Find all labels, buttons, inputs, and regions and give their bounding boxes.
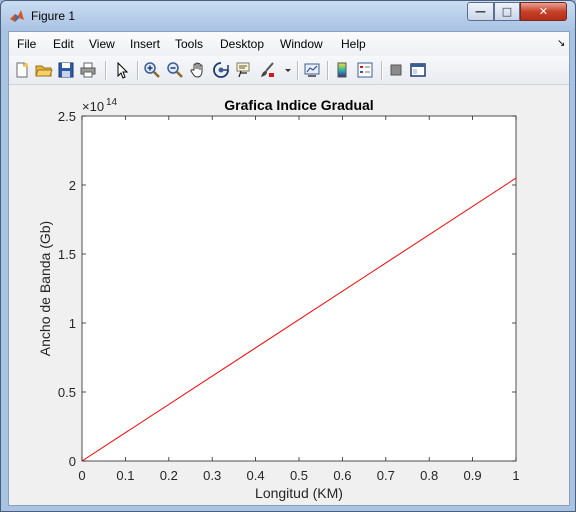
minimize-icon: — [475,5,486,18]
data-cursor-button[interactable] [235,61,253,79]
hide-plot-tools-button[interactable] [387,61,405,79]
open-file-button[interactable] [35,61,53,79]
minimize-button[interactable]: — [467,2,494,21]
window-title: Figure 1 [31,9,76,23]
menu-file[interactable]: File [17,37,37,51]
x-tick-label: 0 [78,468,85,483]
maximize-button[interactable]: □ [494,2,520,21]
dock-arrow-icon[interactable]: ↘ [557,38,566,49]
data-cursor-icon [236,62,250,78]
y-tick-label: 2 [69,178,76,193]
axes-box[interactable] [81,115,517,462]
x-tick-label: 0.4 [247,468,265,483]
x-tick-label: 0.9 [464,468,482,483]
folder-open-icon [35,65,53,77]
printer-icon [80,62,96,78]
close-button[interactable]: ✕ [520,2,567,21]
x-tick-label: 0.7 [377,468,395,483]
pan-button[interactable] [189,61,207,79]
brush-button[interactable] [258,61,276,79]
legend-icon [357,62,373,78]
close-icon: ✕ [538,5,549,18]
save-button[interactable] [57,61,75,79]
toolbar-separator [137,61,139,80]
link-plot-button[interactable] [303,61,321,79]
zoom-out-button[interactable] [166,61,184,79]
menu-edit[interactable]: Edit [53,37,74,51]
x-tick-label: 0.5 [290,468,308,483]
x-tick-label: 0.2 [160,468,178,483]
toolbar-separator [327,61,329,80]
plot-title: Grafica Indice Gradual [224,97,373,113]
figure-canvas[interactable]: 0 0.1 0.2 0.3 0.4 0.5 0.6 0.7 0.8 0.9 1 0 0.5 1 1.5 2 2.… [9,85,569,505]
matlab-icon [10,10,24,22]
show-plot-tools-button[interactable] [409,61,427,79]
y-exponent-power: 14 [106,97,118,108]
figure-client: File Edit View Insert Tools Desktop Wind… [8,31,570,506]
rotate-3d-icon [213,62,229,78]
insert-colorbar-button[interactable] [333,61,351,79]
x-axis-label: Longitud (KM) [255,485,343,501]
rotate-3d-button[interactable] [212,61,230,79]
toolbar-separator [297,61,299,80]
menu-tools[interactable]: Tools [175,37,204,51]
y-tick-label: 0.5 [58,385,76,400]
menu-view[interactable]: View [89,37,115,51]
x-tick-label: 0.1 [116,468,134,483]
hide-plot-tools-icon [390,64,402,76]
print-button[interactable] [79,61,97,79]
menu-desktop[interactable]: Desktop [220,37,265,51]
x-tick-label: 0.8 [420,468,438,483]
menu-bar: File Edit View Insert Tools Desktop Wind… [9,32,569,56]
new-figure-button[interactable] [13,61,31,79]
edit-plot-button[interactable] [113,61,131,79]
y-tick-label: 1 [69,316,76,331]
show-plot-tools-icon [410,63,426,77]
toolbar-separator [381,61,383,80]
new-file-icon [16,62,28,78]
dropdown-arrow-icon [285,69,291,72]
colorbar-icon [337,62,347,78]
title-bar[interactable]: Figure 1 — □ ✕ [1,1,575,31]
link-plot-icon [304,63,320,77]
figure-toolbar [9,56,569,85]
menu-insert[interactable]: Insert [130,37,161,51]
toolbar-separator [105,61,107,80]
x-tick-label: 0.6 [333,468,351,483]
hand-icon [190,62,203,78]
insert-legend-button[interactable] [356,61,374,79]
y-axis-label: Ancho de Banda (Gb) [37,221,53,356]
maximize-icon: □ [501,5,513,18]
zoom-in-button[interactable] [143,61,161,79]
x-tick-label: 1 [512,468,519,483]
brush-icon [261,62,274,77]
menu-window[interactable]: Window [280,37,323,51]
x-tick-label: 0.3 [203,468,221,483]
zoom-out-icon [167,62,183,78]
y-tick-label: 0 [69,454,76,469]
brush-dropdown[interactable] [279,61,291,79]
series-line[interactable] [81,177,517,462]
cursor-arrow-icon [117,61,129,79]
y-tick-label: 2.5 [58,109,76,124]
y-exponent-base: ×10 [82,99,104,114]
plot-canvas[interactable]: 0 0.1 0.2 0.3 0.4 0.5 0.6 0.7 0.8 0.9 1 0 0.5 1 1.5 2 2.… [9,85,569,505]
menu-help[interactable]: Help [341,37,366,51]
y-tick-label: 1.5 [58,247,76,262]
zoom-in-icon [144,62,160,78]
floppy-disk-icon [58,62,74,78]
